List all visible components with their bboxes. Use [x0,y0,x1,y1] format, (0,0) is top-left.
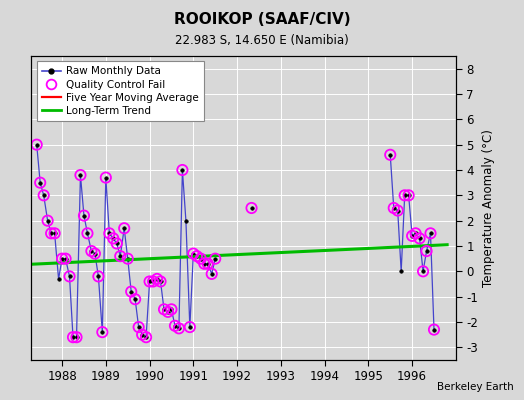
Point [405,192,413,198]
Point [91,250,99,257]
Point [142,334,150,340]
Point [156,278,165,285]
Point [174,325,183,332]
Point [39,192,48,198]
Legend: Raw Monthly Data, Quality Control Fail, Five Year Moving Average, Long-Term Tren: Raw Monthly Data, Quality Control Fail, … [37,61,204,121]
Point [83,230,92,236]
Point [102,174,110,181]
Point [204,260,212,267]
Point [185,324,194,330]
Point [77,172,85,178]
Point [105,230,114,236]
Point [109,235,117,242]
Point [131,296,139,302]
Point [120,225,128,232]
Text: Berkeley Earth: Berkeley Earth [437,382,514,392]
Point [80,212,88,219]
Point [422,248,431,254]
Point [164,309,172,315]
Point [87,248,95,254]
Point [72,334,81,340]
Point [94,273,103,280]
Point [419,268,427,274]
Point [61,256,70,262]
Point [36,180,45,186]
Point [208,271,216,277]
Point [430,326,438,333]
Point [427,230,435,236]
Point [386,152,395,158]
Point [149,278,157,285]
Point [138,332,146,338]
Text: ROOIKOP (SAAF/CIV): ROOIKOP (SAAF/CIV) [173,12,351,27]
Point [416,235,424,242]
Point [411,230,420,236]
Point [200,260,209,267]
Point [98,329,106,335]
Point [247,205,256,211]
Point [211,256,220,262]
Point [189,250,198,257]
Point [145,278,154,285]
Point [394,207,402,214]
Point [32,142,41,148]
Point [47,230,56,236]
Point [400,192,409,198]
Point [160,306,168,312]
Point [116,253,125,259]
Point [389,205,398,211]
Point [153,276,161,282]
Point [178,167,187,173]
Point [196,256,205,262]
Point [69,334,77,340]
Point [171,322,179,329]
Point [113,240,121,247]
Point [135,324,143,330]
Point [408,233,416,239]
Text: 22.983 S, 14.650 E (Namibia): 22.983 S, 14.650 E (Namibia) [175,34,349,47]
Point [127,288,135,295]
Point [66,273,74,280]
Point [167,306,176,312]
Point [58,256,66,262]
Point [124,256,132,262]
Point [43,218,52,224]
Y-axis label: Temperature Anomaly (°C): Temperature Anomaly (°C) [482,129,495,287]
Point [50,230,59,236]
Point [193,253,201,259]
